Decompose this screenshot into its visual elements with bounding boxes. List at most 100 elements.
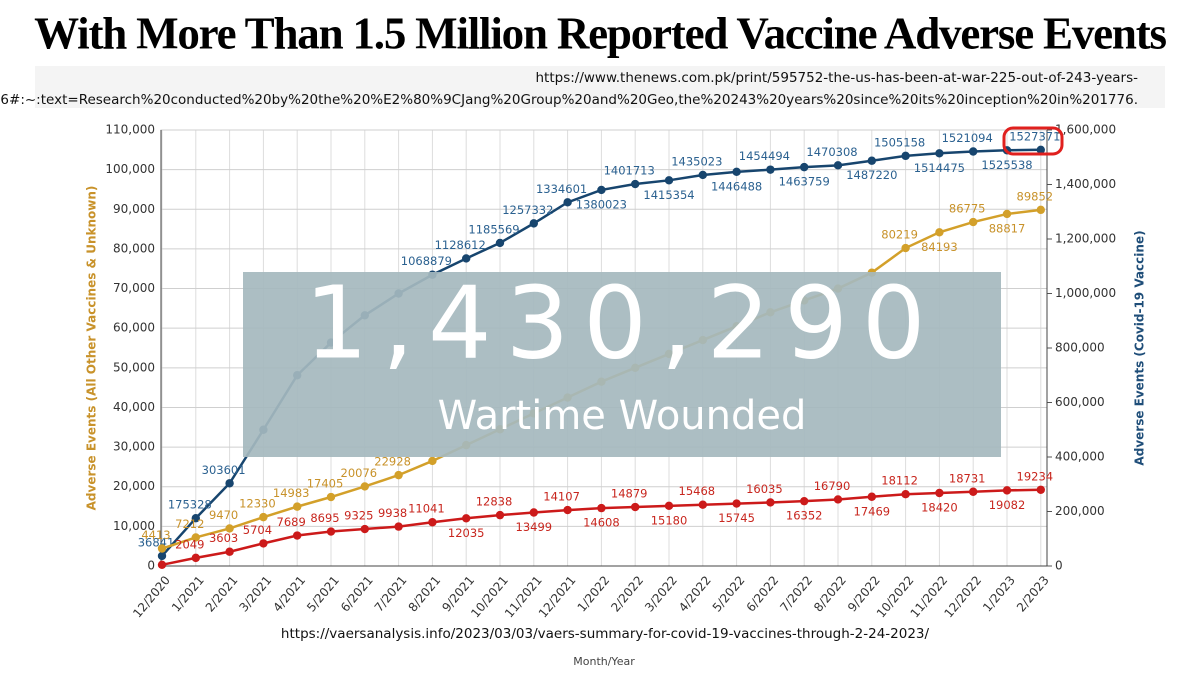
data-point bbox=[259, 512, 268, 522]
data-point bbox=[360, 524, 369, 534]
data-label: 1415354 bbox=[643, 188, 694, 202]
x-tick-label: 3/2022 bbox=[642, 573, 680, 614]
data-point bbox=[664, 176, 674, 185]
source-url: https://www.thenews.com.pk/print/595752-… bbox=[535, 70, 1138, 86]
x-tick-label: 12/2020 bbox=[130, 573, 173, 620]
data-point bbox=[901, 151, 910, 161]
data-point bbox=[766, 498, 775, 507]
data-label: 14983 bbox=[273, 486, 310, 500]
highlight-circle bbox=[1002, 126, 1064, 156]
data-label: 1257332 bbox=[502, 203, 553, 217]
data-point bbox=[462, 254, 471, 263]
data-label: 18731 bbox=[949, 471, 986, 485]
data-label: 1521094 bbox=[942, 131, 993, 145]
x-tick-label: 6/2022 bbox=[744, 573, 782, 614]
data-point bbox=[259, 539, 268, 548]
data-label: 18112 bbox=[881, 474, 918, 488]
y-tick-label: 90,000 bbox=[113, 202, 155, 216]
x-tick-label: 6/2021 bbox=[338, 573, 376, 614]
y2-tick-label: 0 bbox=[1055, 559, 1063, 573]
data-point bbox=[935, 488, 944, 498]
data-label: 15745 bbox=[718, 511, 755, 525]
data-label: 1514475 bbox=[914, 161, 965, 175]
data-label: 16035 bbox=[746, 482, 783, 496]
data-point bbox=[428, 456, 437, 466]
data-point bbox=[1002, 209, 1012, 219]
data-point bbox=[225, 547, 234, 556]
data-point bbox=[631, 179, 640, 189]
y-tick-label: 20,000 bbox=[113, 479, 155, 493]
data-label: 2049 bbox=[175, 537, 204, 551]
data-label: 89852 bbox=[1017, 189, 1054, 203]
data-label: 303601 bbox=[202, 463, 246, 477]
data-label: 14107 bbox=[543, 490, 580, 504]
y-tick-label: 80,000 bbox=[113, 241, 155, 255]
data-point bbox=[394, 522, 403, 531]
y-tick-label: 60,000 bbox=[113, 321, 155, 335]
x-tick-label: 7/2022 bbox=[777, 573, 815, 614]
y-tick-label: 50,000 bbox=[113, 360, 155, 374]
x-axis-label: Month/Year bbox=[573, 655, 635, 668]
data-label: 1463759 bbox=[779, 175, 830, 189]
data-label: 12035 bbox=[448, 526, 485, 540]
data-label: 17469 bbox=[854, 504, 891, 518]
data-point bbox=[157, 560, 167, 570]
data-label: 1487220 bbox=[846, 168, 897, 182]
y2-tick-label: 1,000,000 bbox=[1055, 286, 1116, 300]
data-label: 9470 bbox=[209, 508, 238, 522]
x-tick-label: 1/2021 bbox=[169, 573, 207, 614]
data-point bbox=[529, 508, 538, 517]
data-point bbox=[326, 527, 336, 536]
data-point bbox=[969, 487, 978, 496]
data-label: 86775 bbox=[949, 202, 986, 216]
data-point bbox=[462, 514, 471, 523]
y2-tick-label: 600,000 bbox=[1055, 395, 1105, 409]
data-label: 16352 bbox=[786, 509, 823, 523]
overlay-caption: Wartime Wounded bbox=[438, 393, 807, 439]
x-tick-label: 2/2023 bbox=[1014, 573, 1052, 614]
y-tick-label: 70,000 bbox=[113, 281, 155, 295]
data-point bbox=[867, 156, 876, 165]
data-point bbox=[529, 219, 538, 228]
data-label: 19234 bbox=[1017, 469, 1054, 483]
data-label: 12330 bbox=[239, 497, 276, 511]
data-point bbox=[833, 161, 843, 170]
data-point bbox=[225, 479, 234, 488]
data-point bbox=[563, 505, 572, 515]
data-label: 11041 bbox=[408, 502, 445, 516]
y-tick-label: 110,000 bbox=[105, 123, 155, 137]
x-tick-label: 7/2021 bbox=[372, 573, 410, 614]
data-label: 4413 bbox=[141, 528, 170, 542]
data-label: 84193 bbox=[921, 240, 958, 254]
data-point bbox=[157, 544, 167, 553]
y2-axis-label: Adverse Events (Covid-19 Vaccine) bbox=[1133, 230, 1147, 465]
data-point bbox=[800, 162, 809, 172]
title: With More Than 1.5 Million Reported Vacc… bbox=[34, 8, 1166, 58]
data-label: 1334601 bbox=[536, 182, 587, 196]
data-label: 3603 bbox=[209, 531, 238, 545]
source-url: https://vaersanalysis.info/2023/03/03/va… bbox=[281, 626, 930, 642]
x-tick-label: 1/2023 bbox=[980, 573, 1018, 614]
x-tick-label: 3/2021 bbox=[237, 573, 275, 614]
data-label: 1527371 bbox=[1009, 129, 1060, 143]
data-point bbox=[867, 492, 876, 501]
y-tick-label: 0 bbox=[147, 559, 155, 573]
data-label: 14879 bbox=[611, 487, 648, 501]
y2-tick-label: 800,000 bbox=[1055, 341, 1105, 355]
data-label: 5704 bbox=[243, 523, 272, 537]
data-label: 80219 bbox=[881, 228, 918, 242]
data-label: 22928 bbox=[374, 455, 411, 469]
x-tick-label: 4/2021 bbox=[270, 573, 308, 614]
data-label: 1185569 bbox=[468, 222, 519, 236]
source-box bbox=[35, 66, 1165, 108]
data-point bbox=[1002, 486, 1012, 495]
x-tick-label: 8/2022 bbox=[811, 573, 849, 614]
data-point bbox=[901, 490, 910, 499]
x-tick-label: 2/2021 bbox=[203, 573, 241, 614]
data-point bbox=[326, 492, 336, 502]
data-label: 13499 bbox=[516, 520, 553, 534]
data-label: 19082 bbox=[989, 498, 1026, 512]
data-label: 7212 bbox=[175, 517, 204, 531]
data-label: 8695 bbox=[310, 511, 339, 525]
